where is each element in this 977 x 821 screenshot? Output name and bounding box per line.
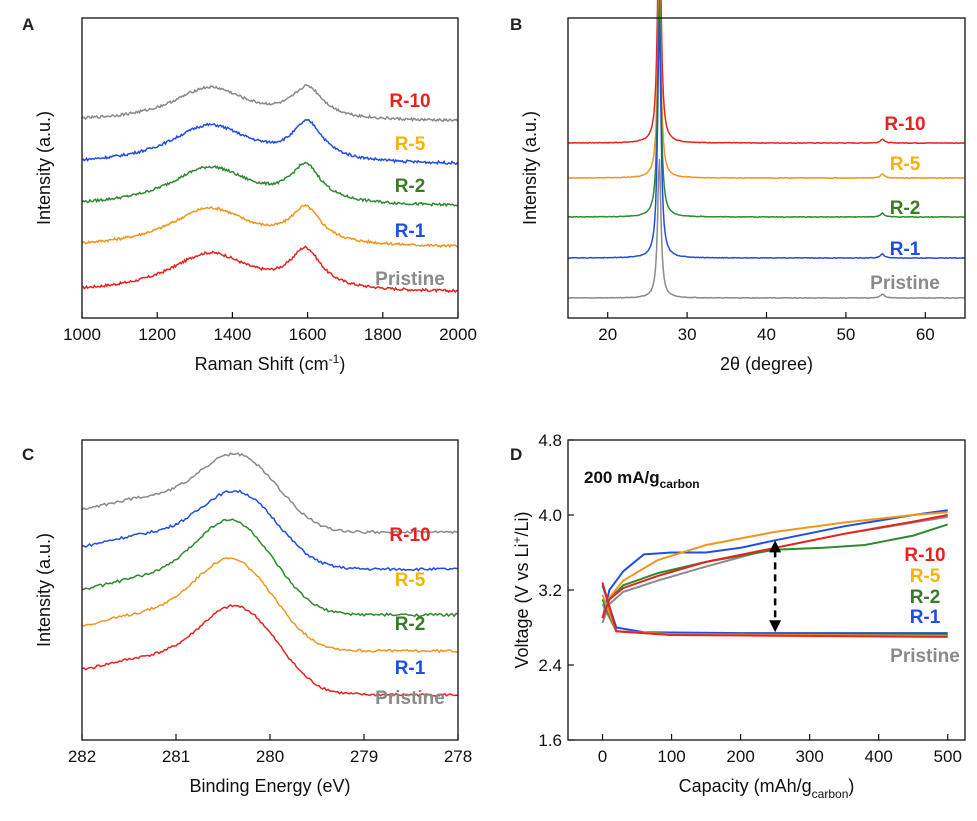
charge-curve-r-5 <box>601 511 948 619</box>
x-tick-label-a: 1200 <box>138 325 176 344</box>
plot-frame-D <box>567 439 966 741</box>
x-tick-label-a: 1800 <box>364 325 402 344</box>
arrow-head-down <box>769 620 782 633</box>
series-line-r-10-b <box>567 0 965 145</box>
x-tick-label-c: 281 <box>162 747 190 766</box>
legend-label-pristine-b: Pristine <box>870 273 940 294</box>
series-line-r-1-c <box>81 489 459 572</box>
legend-label-pristine-a: Pristine <box>375 269 445 290</box>
y-tick-label-d: 4.0 <box>538 506 562 525</box>
legend-label-r-2-c: R-2 <box>395 614 426 635</box>
panel-letter-C: C <box>22 445 34 464</box>
plot-frame-A <box>81 17 459 319</box>
legend-label-r-1-d: R-1 <box>910 607 941 628</box>
panel-c-xps: 282 281 280 279 278 C Binding Energy (eV) Inten… <box>22 439 472 796</box>
series-line-pristine-a <box>81 84 459 123</box>
y-tick-label-d: 4.8 <box>538 431 562 450</box>
x-tick-label-d: 500 <box>934 747 962 766</box>
legend-label-r-5-a: R-5 <box>395 134 426 155</box>
legend-label-r-5-d: R-5 <box>910 566 941 587</box>
legend-label-r-5-b: R-5 <box>890 154 921 175</box>
legend-label-r-10-c: R-10 <box>389 525 430 546</box>
legend-label-r-1-b: R-1 <box>890 239 921 260</box>
charge-curve-r-1 <box>601 509 948 619</box>
x-axis-label-b: 2θ (degree) <box>720 354 813 374</box>
y-axis-label-c: Intensity (a.u.) <box>34 533 54 647</box>
panel-letter-D: D <box>510 445 522 464</box>
x-axis-label-c: Binding Energy (eV) <box>189 776 350 796</box>
series-line-r-2-c <box>81 518 459 618</box>
plot-frame-B <box>567 17 966 319</box>
x-tick-label-c: 279 <box>350 747 378 766</box>
panel-letter-B: B <box>510 15 522 34</box>
panel-d-voltage: 0 100 200 300 400 500 1.6 2.4 3.2 4.0 4.8 D 200 mA/g… <box>510 431 966 801</box>
panel-a-raman: 1000 1200 1400 1600 1800 2000 A Raman Shift (cm… <box>22 15 477 374</box>
x-tick-label-a: 1600 <box>289 325 327 344</box>
legend-label-r-5-c: R-5 <box>395 570 426 591</box>
x-tick-label-c: 278 <box>444 747 472 766</box>
x-tick-label-b: 60 <box>916 325 935 344</box>
y-axis-label-a: Intensity (a.u.) <box>34 111 54 225</box>
series-line-r-2-b <box>567 0 965 219</box>
series-line-pristine-b <box>567 159 965 300</box>
x-tick-label-a: 2000 <box>439 325 477 344</box>
x-tick-label-b: 30 <box>678 325 697 344</box>
plot-frame-C <box>81 439 459 741</box>
series-line-r-5-c <box>81 557 459 654</box>
current-density-annotation: 200 mA/gcarbon <box>584 468 700 491</box>
legend-label-r-2-a: R-2 <box>395 176 426 197</box>
x-tick-label-c: 280 <box>256 747 284 766</box>
series-line-r-1-a <box>81 118 459 165</box>
legend-label-r-10-b: R-10 <box>884 114 925 135</box>
series-line-r-10-a <box>81 245 458 294</box>
series-line-r-1-b <box>567 19 965 260</box>
series-line-pristine-c <box>81 452 459 535</box>
series-line-r-5-b <box>567 0 965 180</box>
legend-label-r-1-c: R-1 <box>395 658 426 679</box>
x-tick-label-d: 0 <box>598 747 607 766</box>
legend-label-pristine-d: Pristine <box>890 646 960 667</box>
x-tick-label-a: 1400 <box>213 325 251 344</box>
legend-label-r-2-d: R-2 <box>910 587 941 608</box>
panel-letter-A: A <box>22 15 34 34</box>
y-axis-label-b: Intensity (a.u.) <box>520 111 540 225</box>
x-axis-label-d: Capacity (mAh/gcarbon) <box>679 776 855 801</box>
series-line-r-10-c <box>81 604 459 698</box>
x-tick-label-d: 200 <box>726 747 754 766</box>
x-tick-label-b: 20 <box>598 325 617 344</box>
x-tick-label-a: 1000 <box>63 325 101 344</box>
x-axis-label-a: Raman Shift (cm-1) <box>195 352 346 374</box>
arrow-head-up <box>769 540 782 553</box>
x-tick-label-d: 300 <box>795 747 823 766</box>
y-tick-label-d: 1.6 <box>538 731 562 750</box>
legend-label-r-10-a: R-10 <box>389 91 430 112</box>
series-line-r-5-a <box>81 204 459 249</box>
x-tick-label-d: 400 <box>865 747 893 766</box>
charge-curve-r-10 <box>601 514 948 619</box>
x-tick-label-c: 282 <box>68 747 96 766</box>
legend-label-r-2-b: R-2 <box>890 198 921 219</box>
y-tick-label-d: 3.2 <box>538 581 562 600</box>
panel-b-xrd: 20 30 40 50 60 B 2θ (degree) Intensity (a.u.) R-… <box>510 0 966 374</box>
legend-label-pristine-c: Pristine <box>375 688 445 709</box>
y-tick-label-d: 2.4 <box>538 656 562 675</box>
x-tick-label-b: 40 <box>757 325 776 344</box>
x-tick-label-d: 100 <box>657 747 685 766</box>
discharge-curve-r-10 <box>601 582 948 638</box>
series-line-r-2-a <box>81 161 458 208</box>
legend-label-r-1-a: R-1 <box>395 221 426 242</box>
x-tick-label-b: 50 <box>836 325 855 344</box>
legend-label-r-10-d: R-10 <box>904 545 945 566</box>
y-axis-label-d: Voltage (V vs Li+/Li) <box>510 511 532 668</box>
